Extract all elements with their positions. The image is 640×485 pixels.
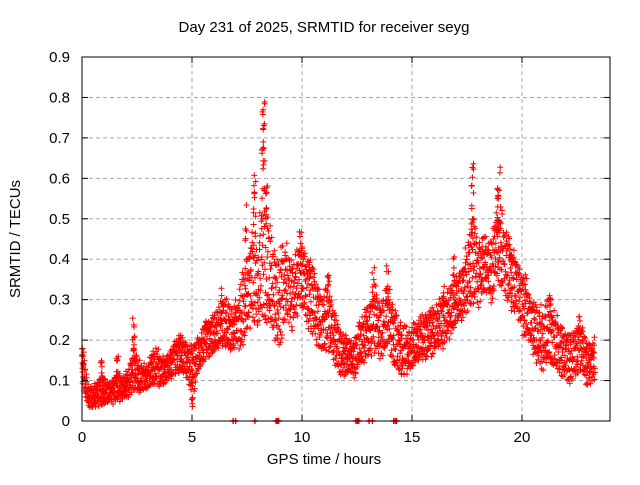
y-tick-label: 0.7 — [49, 130, 70, 147]
x-tick-label: 20 — [514, 429, 531, 446]
y-tick-label: 0.1 — [49, 373, 70, 390]
y-tick-label: 0.8 — [49, 89, 70, 106]
y-tick-label: 0 — [62, 413, 70, 430]
chart-title: Day 231 of 2025, SRMTID for receiver sey… — [179, 19, 470, 36]
y-tick-label: 0.9 — [49, 49, 70, 66]
y-tick-label: 0.3 — [49, 292, 70, 309]
y-tick-label: 0.2 — [49, 332, 70, 349]
y-tick-labels: 0 0.1 0.2 0.3 0.4 0.5 0.6 0.7 0.8 0.9 — [49, 49, 70, 430]
x-tick-labels: 0 5 10 15 20 — [78, 429, 531, 446]
y-tick-label: 0.5 — [49, 211, 70, 228]
x-tick-label: 0 — [78, 429, 86, 446]
x-tick-label: 5 — [188, 429, 196, 446]
plot-border — [81, 56, 611, 422]
data-points — [79, 99, 598, 411]
y-tick-label: 0.4 — [49, 251, 70, 268]
x-tick-label: 10 — [294, 429, 311, 446]
y-tick-label: 0.6 — [49, 170, 70, 187]
grid-lines — [82, 57, 610, 421]
y-axis-label: SRMTID / TECUs — [7, 180, 24, 298]
axis-ticks — [81, 56, 610, 422]
x-tick-label: 15 — [404, 429, 421, 446]
x-axis-label: GPS time / hours — [267, 451, 381, 468]
